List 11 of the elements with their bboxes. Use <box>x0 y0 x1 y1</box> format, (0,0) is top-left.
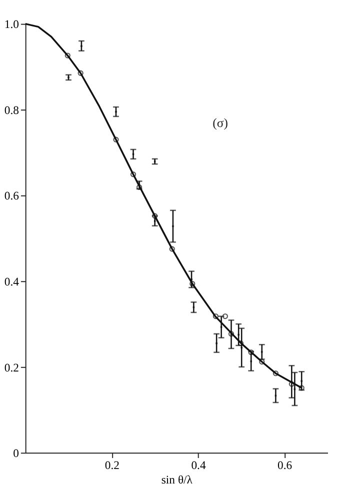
y-tick-label: 0.4 <box>4 276 20 289</box>
y-tick-label: 0.2 <box>4 361 20 374</box>
y-tick-label: 0 <box>13 447 20 460</box>
x-axis-title: sin θ/λ <box>161 473 193 486</box>
x-tick-label: 0.4 <box>191 458 206 472</box>
annotation: (σ) <box>212 116 228 130</box>
x-tick-label: 0.2 <box>104 458 120 472</box>
x-tick-label: 0.6 <box>278 458 292 472</box>
y-tick-label: 0.6 <box>4 190 20 203</box>
y-tick-label: 1.0 <box>4 18 20 32</box>
y-tick-label: 0.8 <box>4 104 20 117</box>
